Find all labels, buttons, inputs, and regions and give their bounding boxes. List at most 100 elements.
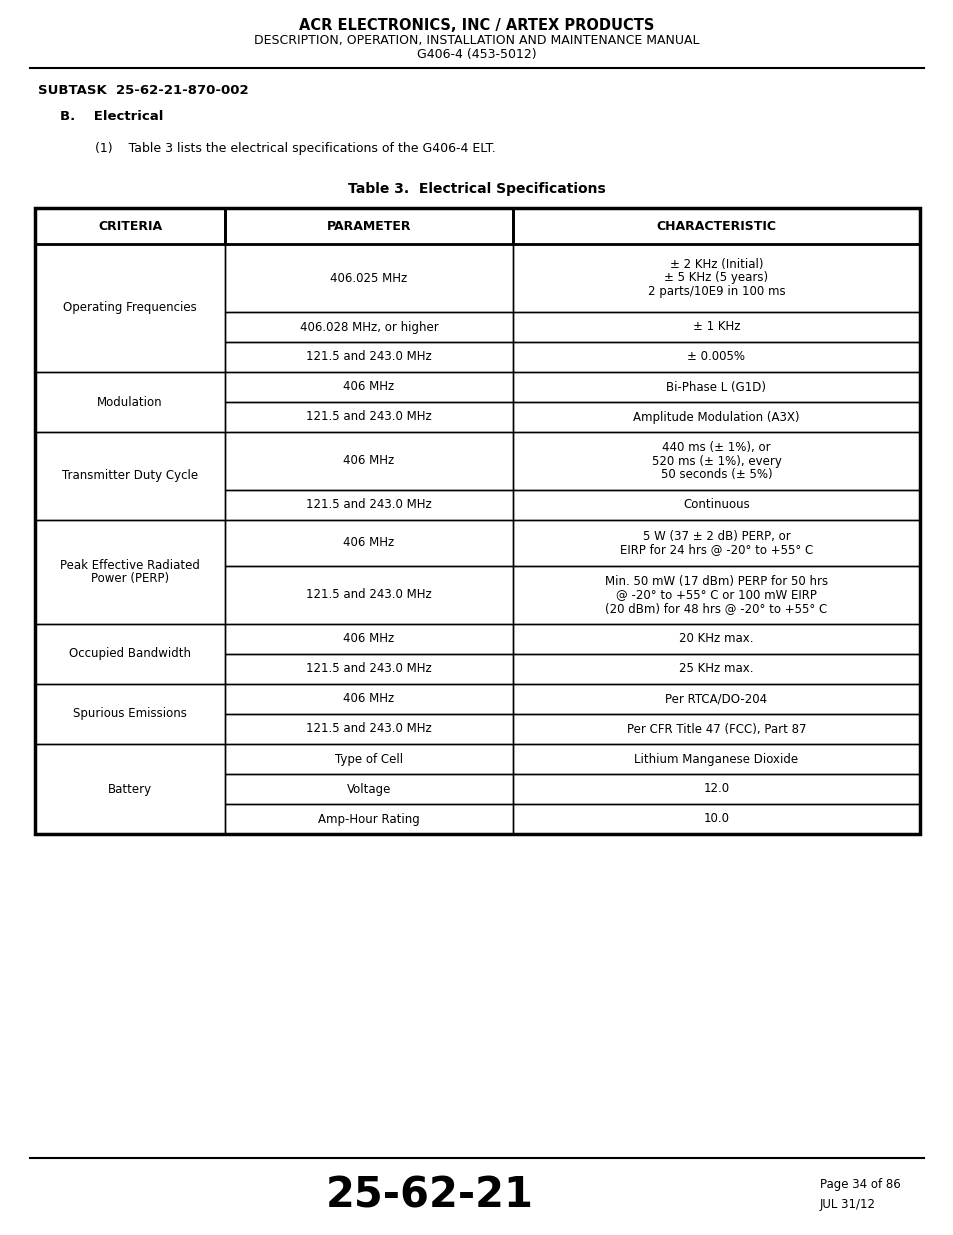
Bar — [225, 490, 513, 520]
Text: 121.5 and 243.0 MHz: 121.5 and 243.0 MHz — [306, 662, 432, 676]
Text: Continuous: Continuous — [682, 499, 749, 511]
Bar — [513, 520, 919, 566]
Text: PARAMETER: PARAMETER — [327, 220, 411, 232]
Text: Amplitude Modulation (A3X): Amplitude Modulation (A3X) — [633, 410, 799, 424]
Bar — [225, 403, 513, 432]
Bar — [35, 432, 225, 520]
Bar — [35, 207, 919, 834]
Text: 121.5 and 243.0 MHz: 121.5 and 243.0 MHz — [306, 351, 432, 363]
Text: 406 MHz: 406 MHz — [343, 693, 395, 705]
Text: Voltage: Voltage — [347, 783, 391, 795]
Bar — [225, 207, 513, 245]
Text: Per RTCA/DO-204: Per RTCA/DO-204 — [664, 693, 767, 705]
Text: 406.025 MHz: 406.025 MHz — [330, 272, 407, 284]
Bar — [35, 245, 225, 372]
Text: DESCRIPTION, OPERATION, INSTALLATION AND MAINTENANCE MANUAL: DESCRIPTION, OPERATION, INSTALLATION AND… — [254, 35, 699, 47]
Bar — [513, 624, 919, 655]
Text: ± 0.005%: ± 0.005% — [687, 351, 744, 363]
Bar — [225, 684, 513, 714]
Text: Lithium Manganese Dioxide: Lithium Manganese Dioxide — [634, 752, 798, 766]
Text: JUL 31/12: JUL 31/12 — [820, 1198, 875, 1212]
Text: 406.028 MHz, or higher: 406.028 MHz, or higher — [299, 321, 438, 333]
Bar — [513, 207, 919, 245]
Text: 406 MHz: 406 MHz — [343, 632, 395, 646]
Bar — [35, 520, 225, 624]
Bar — [513, 342, 919, 372]
Text: @ -20° to +55° C or 100 mW EIRP: @ -20° to +55° C or 100 mW EIRP — [616, 589, 816, 601]
Text: 25 KHz max.: 25 KHz max. — [679, 662, 753, 676]
Text: G406-4 (453-5012): G406-4 (453-5012) — [416, 48, 537, 61]
Text: ACR ELECTRONICS, INC / ARTEX PRODUCTS: ACR ELECTRONICS, INC / ARTEX PRODUCTS — [299, 19, 654, 33]
Text: 10.0: 10.0 — [702, 813, 729, 825]
Bar — [225, 774, 513, 804]
Bar — [225, 312, 513, 342]
Text: 440 ms (± 1%), or: 440 ms (± 1%), or — [661, 441, 770, 454]
Text: Operating Frequencies: Operating Frequencies — [63, 301, 197, 315]
Text: 20 KHz max.: 20 KHz max. — [679, 632, 753, 646]
Text: (1)    Table 3 lists the electrical specifications of the G406-4 ELT.: (1) Table 3 lists the electrical specifi… — [95, 142, 496, 156]
Bar — [225, 743, 513, 774]
Bar — [35, 624, 225, 684]
Text: Table 3.  Electrical Specifications: Table 3. Electrical Specifications — [348, 182, 605, 196]
Text: Bi-Phase L (G1D): Bi-Phase L (G1D) — [666, 380, 765, 394]
Bar — [513, 684, 919, 714]
Text: B.    Electrical: B. Electrical — [60, 110, 163, 124]
Text: Type of Cell: Type of Cell — [335, 752, 403, 766]
Bar — [513, 245, 919, 312]
Text: Spurious Emissions: Spurious Emissions — [73, 708, 187, 720]
Text: EIRP for 24 hrs @ -20° to +55° C: EIRP for 24 hrs @ -20° to +55° C — [619, 543, 812, 556]
Bar — [225, 804, 513, 834]
Text: 25-62-21: 25-62-21 — [326, 1174, 534, 1216]
Bar — [513, 403, 919, 432]
Text: Modulation: Modulation — [97, 395, 163, 409]
Text: 406 MHz: 406 MHz — [343, 454, 395, 468]
Text: 520 ms (± 1%), every: 520 ms (± 1%), every — [651, 454, 781, 468]
Bar — [513, 372, 919, 403]
Text: Per CFR Title 47 (FCC), Part 87: Per CFR Title 47 (FCC), Part 87 — [626, 722, 805, 736]
Text: (20 dBm) for 48 hrs @ -20° to +55° C: (20 dBm) for 48 hrs @ -20° to +55° C — [605, 601, 826, 615]
Bar — [513, 432, 919, 490]
Text: 121.5 and 243.0 MHz: 121.5 and 243.0 MHz — [306, 499, 432, 511]
Bar — [225, 342, 513, 372]
Bar — [225, 566, 513, 624]
Bar — [513, 655, 919, 684]
Bar — [225, 714, 513, 743]
Text: Battery: Battery — [108, 783, 152, 795]
Bar — [513, 714, 919, 743]
Bar — [513, 804, 919, 834]
Text: 2 parts/10E9 in 100 ms: 2 parts/10E9 in 100 ms — [647, 285, 784, 298]
Bar — [225, 655, 513, 684]
Text: Amp-Hour Rating: Amp-Hour Rating — [318, 813, 419, 825]
Text: Occupied Bandwidth: Occupied Bandwidth — [69, 647, 191, 661]
Text: Peak Effective Radiated: Peak Effective Radiated — [60, 559, 200, 572]
Bar — [513, 566, 919, 624]
Bar — [513, 774, 919, 804]
Text: 12.0: 12.0 — [702, 783, 729, 795]
Bar — [35, 684, 225, 743]
Text: CRITERIA: CRITERIA — [98, 220, 162, 232]
Text: ± 1 KHz: ± 1 KHz — [692, 321, 740, 333]
Text: SUBTASK  25-62-21-870-002: SUBTASK 25-62-21-870-002 — [38, 84, 249, 98]
Bar — [513, 490, 919, 520]
Text: Transmitter Duty Cycle: Transmitter Duty Cycle — [62, 469, 198, 483]
Text: 121.5 and 243.0 MHz: 121.5 and 243.0 MHz — [306, 410, 432, 424]
Bar — [225, 245, 513, 312]
Bar — [513, 312, 919, 342]
Text: 50 seconds (± 5%): 50 seconds (± 5%) — [659, 468, 771, 480]
Bar — [35, 372, 225, 432]
Bar — [35, 207, 225, 245]
Text: 406 MHz: 406 MHz — [343, 380, 395, 394]
Text: Page 34 of 86: Page 34 of 86 — [820, 1178, 900, 1191]
Bar — [225, 520, 513, 566]
Text: ± 5 KHz (5 years): ± 5 KHz (5 years) — [663, 272, 768, 284]
Text: Power (PERP): Power (PERP) — [91, 572, 169, 585]
Text: 121.5 and 243.0 MHz: 121.5 and 243.0 MHz — [306, 589, 432, 601]
Text: 121.5 and 243.0 MHz: 121.5 and 243.0 MHz — [306, 722, 432, 736]
Text: 5 W (37 ± 2 dB) PERP, or: 5 W (37 ± 2 dB) PERP, or — [642, 530, 789, 543]
Text: CHARACTERISTIC: CHARACTERISTIC — [656, 220, 776, 232]
Text: Min. 50 mW (17 dBm) PERP for 50 hrs: Min. 50 mW (17 dBm) PERP for 50 hrs — [604, 576, 827, 588]
Text: ± 2 KHz (Initial): ± 2 KHz (Initial) — [669, 258, 762, 272]
Bar — [225, 372, 513, 403]
Text: 406 MHz: 406 MHz — [343, 536, 395, 550]
Bar — [225, 432, 513, 490]
